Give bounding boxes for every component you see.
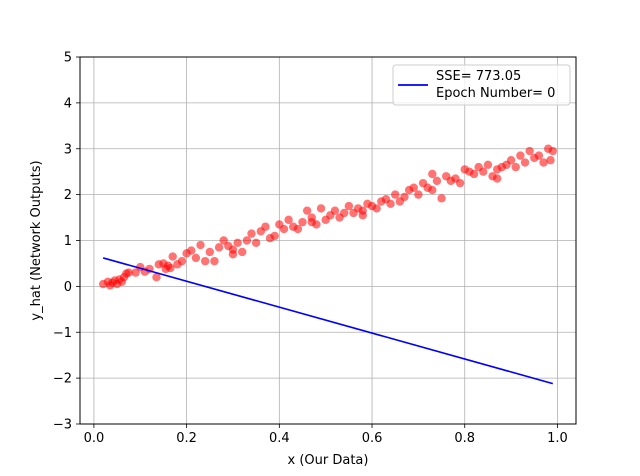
scatter-series <box>98 144 558 290</box>
data-point <box>205 247 214 257</box>
data-point <box>539 158 548 167</box>
data-point <box>506 156 516 165</box>
legend-entry-sse: SSE= 773.05 <box>436 69 521 84</box>
data-point <box>284 215 293 225</box>
data-point <box>455 178 465 188</box>
y-tick-label: 1 <box>64 234 72 249</box>
data-point <box>177 256 187 266</box>
y-tick-label: −2 <box>53 372 72 387</box>
y-tick-label: 2 <box>64 188 72 203</box>
x-axis: 0.0 0.2 0.4 0.6 0.8 1.0 <box>84 424 568 446</box>
data-point <box>210 256 219 266</box>
data-point <box>228 250 238 259</box>
data-point <box>168 252 177 261</box>
x-tick-label: 0.0 <box>84 431 105 446</box>
data-point <box>516 151 525 160</box>
y-axis-label: y_hat (Network Outputs) <box>29 160 44 320</box>
data-point <box>409 183 418 192</box>
data-point <box>196 240 205 250</box>
data-point <box>307 217 316 227</box>
x-tick-label: 0.8 <box>454 431 475 446</box>
data-point <box>386 199 395 208</box>
data-point <box>247 229 256 238</box>
data-point <box>279 224 289 234</box>
data-point <box>340 208 349 218</box>
data-point <box>191 253 201 263</box>
data-point <box>166 263 175 273</box>
data-point <box>219 236 228 245</box>
legend-box <box>392 64 571 106</box>
x-tick-label: 0.2 <box>176 431 197 446</box>
data-point <box>293 224 303 234</box>
data-point <box>238 247 247 257</box>
data-point <box>316 204 326 213</box>
data-point <box>548 146 558 156</box>
data-point <box>261 222 270 231</box>
data-point <box>330 206 340 215</box>
data-point <box>391 190 400 199</box>
data-point <box>242 236 252 245</box>
data-point <box>428 185 437 195</box>
y-tick-label: 5 <box>64 51 72 66</box>
legend-entry-epoch: Epoch Number= 0 <box>436 86 555 101</box>
x-tick-label: 0.4 <box>269 431 290 446</box>
data-point <box>187 246 196 255</box>
data-point <box>372 204 381 213</box>
data-point <box>511 162 520 172</box>
data-point <box>428 169 437 179</box>
line-series <box>102 257 554 385</box>
data-point <box>344 201 354 211</box>
data-point <box>298 217 307 227</box>
y-tick-label: 4 <box>64 96 72 111</box>
data-point <box>469 169 479 179</box>
data-point <box>414 190 423 199</box>
data-point <box>525 146 534 156</box>
legend: SSE= 773.05 Epoch Number= 0 <box>392 64 571 106</box>
y-tick-label: −1 <box>53 326 72 341</box>
y-axis: −3 −2 −1 0 1 2 3 4 5 <box>53 51 80 433</box>
x-axis-label: x (Our Data) <box>288 453 369 468</box>
data-point <box>492 165 502 174</box>
y-tick-label: 3 <box>64 142 72 157</box>
data-point <box>358 206 367 215</box>
y-tick-label: −3 <box>53 418 72 433</box>
data-point <box>437 194 446 203</box>
data-point <box>520 158 530 167</box>
data-point <box>400 192 409 202</box>
data-point <box>302 206 312 215</box>
data-point <box>483 160 493 170</box>
data-point <box>270 231 279 241</box>
data-point <box>131 268 140 277</box>
data-point <box>200 256 210 266</box>
data-point <box>152 273 161 282</box>
x-tick-label: 0.6 <box>362 431 383 446</box>
data-point <box>546 156 555 165</box>
x-tick-label: 1.0 <box>547 431 568 446</box>
data-point <box>124 268 133 277</box>
data-point <box>479 167 488 176</box>
data-point <box>214 243 224 252</box>
y-tick-label: 0 <box>64 280 72 295</box>
fit-line <box>102 257 554 385</box>
data-point <box>492 174 502 183</box>
data-point <box>233 238 242 247</box>
data-point <box>432 176 442 186</box>
data-point <box>251 238 261 247</box>
data-point <box>534 151 544 160</box>
